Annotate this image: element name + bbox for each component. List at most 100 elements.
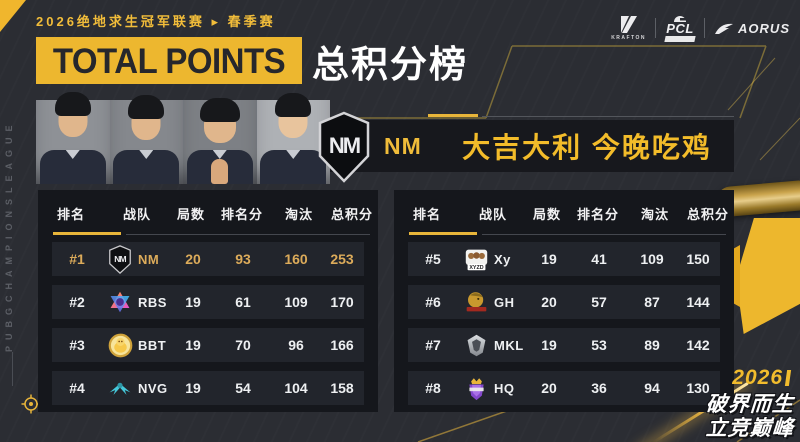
corner-triangle [0,0,26,32]
col-rank: 排名 [412,206,441,222]
featured-team-abbr: NM [384,133,422,159]
rank-cell: #1 [69,251,85,267]
total-cell: 130 [686,380,710,396]
elims-cell: 96 [288,337,304,353]
total-cell: 142 [686,337,710,353]
pcl-helmet-icon [674,16,687,22]
elims-cell: 87 [644,294,660,310]
table-row: #7 MKL 19 [408,328,720,362]
games-cell: 19 [185,380,201,396]
svg-text:XYZD: XYZD [469,265,483,271]
featured-slogan: 大吉大利 今晚吃鸡 [462,132,712,163]
aorus-logo: AORUS [714,21,790,36]
table-row: #5 XYZD Xy 19 41 109 150 [408,242,720,276]
divider-line [482,116,734,117]
col-total: 总积分 [330,206,373,222]
elims-cell: 104 [284,380,308,396]
rank-cell: #5 [425,251,441,267]
team-name: Xy [494,251,511,267]
svg-text:NM: NM [114,254,126,264]
games-cell: 20 [185,251,201,267]
nvg-wings-icon [107,374,133,402]
standings-panel-left: 排名 战队 局数 排名分 淘汰 总积分 #1 NM NM 20 [38,190,378,412]
rank-cell: #7 [425,337,441,353]
team-name: NM [138,251,160,267]
svg-text:NM: NM [329,133,360,158]
col-rank: 排名 [56,206,85,222]
placement-cell: 54 [235,380,251,396]
rank-cell: #4 [69,380,85,396]
standings-panel-right: 排名 战队 局数 排名分 淘汰 总积分 #5 XYZD [394,190,734,412]
col-team: 战队 [122,206,151,222]
league-vertical-text: PUBGCHAMPIONSLEAGUE [4,119,14,352]
games-cell: 20 [541,380,557,396]
compass-icon [21,394,41,414]
placement-cell: 36 [591,380,607,396]
pcl-label: PCL [666,21,694,36]
rank-cell: #6 [425,294,441,310]
placement-cell: 70 [235,337,251,353]
pcl-badge [664,36,696,42]
table-row: #1 NM NM 20 93 160 253 [52,242,364,276]
elims-cell: 94 [644,380,660,396]
table-row: #3 BBT 19 70 96 166 [52,328,364,362]
placement-cell: 57 [591,294,607,310]
player-photo-strip [36,92,330,184]
rank-cell: #3 [69,337,85,353]
table-row: #6 GH 20 57 87 144 [408,285,720,319]
aorus-label: AORUS [738,20,790,36]
header-rule [126,234,370,235]
placement-cell: 41 [591,251,607,267]
krafton-label: KRAFTON [611,35,647,41]
player-photo [183,98,257,184]
total-cell: 150 [686,251,710,267]
placement-cell: 93 [235,251,251,267]
col-elims: 淘汰 [284,206,313,222]
player-photo [109,95,183,184]
table-row: #2 [52,285,364,319]
total-cell: 253 [330,251,354,267]
xyzd-monkeys-icon: XYZD [463,245,489,273]
rank-cell: #2 [69,294,85,310]
team-name: HQ [494,380,515,396]
sponsor-row: KRAFTON PCL AORUS [611,14,790,42]
table-header-row: 排名 战队 局数 排名分 淘汰 总积分 [394,196,734,230]
featured-team-bar [330,120,734,172]
elims-cell: 160 [284,251,308,267]
team-name: NVG [138,380,168,396]
team-name: MKL [494,337,524,353]
games-cell: 19 [185,337,201,353]
rank-underline [409,232,477,235]
rank-underline [53,232,121,235]
total-cell: 144 [686,294,710,310]
krafton-k-icon [620,16,637,33]
sponsor-divider [704,18,706,38]
yellow-wedge-graphic [736,218,800,334]
hq-purple-icon [463,374,489,402]
krafton-logo: KRAFTON [611,15,646,41]
player-photo [36,92,110,184]
header-rule [482,234,726,235]
sponsor-divider [655,18,657,38]
elims-cell: 109 [640,251,664,267]
elims-cell: 109 [284,294,308,310]
rbs-star-icon [107,288,133,316]
player-photo [256,93,330,184]
total-cell: 158 [330,380,354,396]
col-team: 战队 [478,206,507,222]
rail-divider [12,352,13,386]
gh-horse-icon [463,288,489,316]
footer-slogan-line2: 立竞巅峰 [705,417,795,440]
team-name: BBT [138,337,167,353]
team-name: GH [494,294,515,310]
accent-dash [428,114,478,117]
team-name: RBS [138,294,167,310]
games-cell: 19 [541,251,557,267]
games-cell: 19 [185,294,201,310]
bbt-chick-icon [107,331,133,359]
pcl-logo: PCL [664,14,696,42]
title-english: TOTAL POINTS [52,39,286,80]
nm-shield-icon: NM [107,244,133,274]
rank-cell: #8 [425,380,441,396]
footer-year: 2026 [732,366,792,390]
